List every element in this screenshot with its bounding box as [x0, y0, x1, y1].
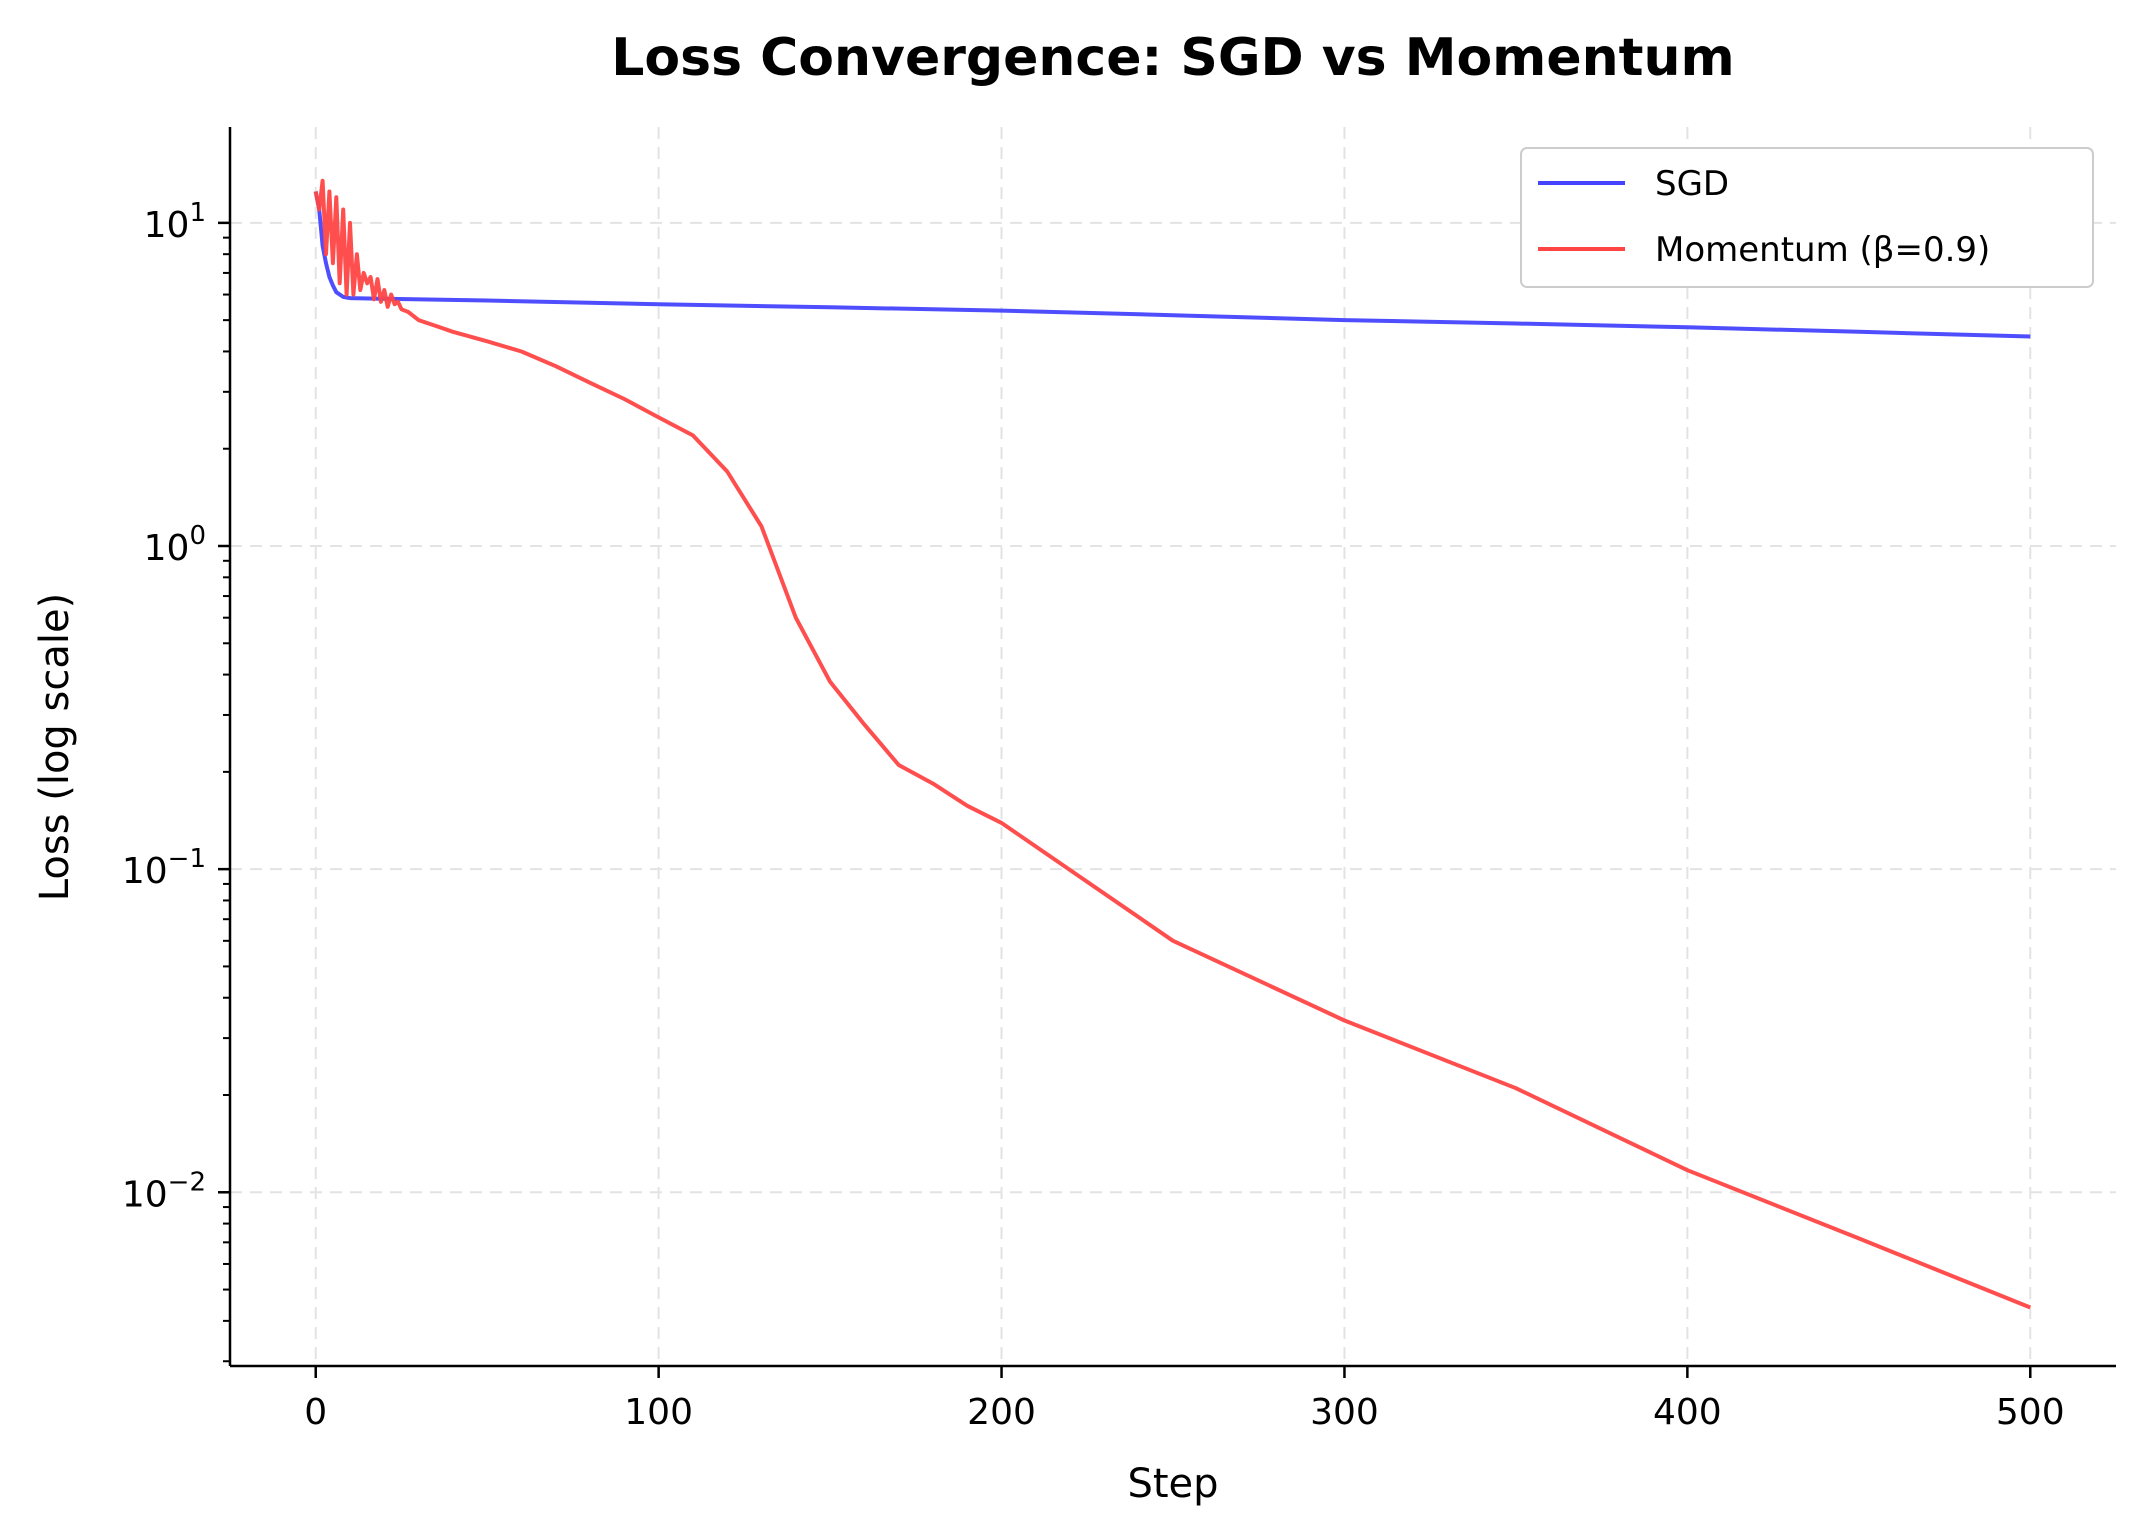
grid [230, 127, 2116, 1366]
series-lines [313, 178, 2032, 1310]
x-tick-label: 300 [1310, 1392, 1379, 1433]
y-tick-label: 10−2 [122, 1167, 206, 1215]
x-tick-label: 200 [967, 1392, 1036, 1433]
series-line-momentum [313, 178, 2032, 1310]
axes: 0 100 200 300 400 500 101 100 10−1 10−2 [122, 127, 2116, 1433]
x-tick-label: 400 [1653, 1392, 1722, 1433]
legend-label: Momentum (β=0.9) [1655, 230, 1990, 270]
y-axis-label: Loss (log scale) [32, 593, 78, 901]
series-line-sgd [313, 191, 2031, 339]
legend-box [1520, 147, 2094, 288]
x-tick-label: 500 [1996, 1392, 2065, 1433]
y-tick-label: 100 [144, 521, 206, 569]
x-axis-label: Step [1127, 1461, 1218, 1507]
y-tick-label: 101 [144, 198, 206, 246]
legend-label: SGD [1655, 164, 1729, 204]
y-tick-label: 10−1 [122, 844, 206, 892]
x-tick-label: 0 [304, 1392, 327, 1433]
legend: SGD Momentum (β=0.9) [1520, 147, 2094, 288]
x-tick-label: 100 [624, 1392, 693, 1433]
chart-title: Loss Convergence: SGD vs Momentum [611, 28, 1734, 88]
